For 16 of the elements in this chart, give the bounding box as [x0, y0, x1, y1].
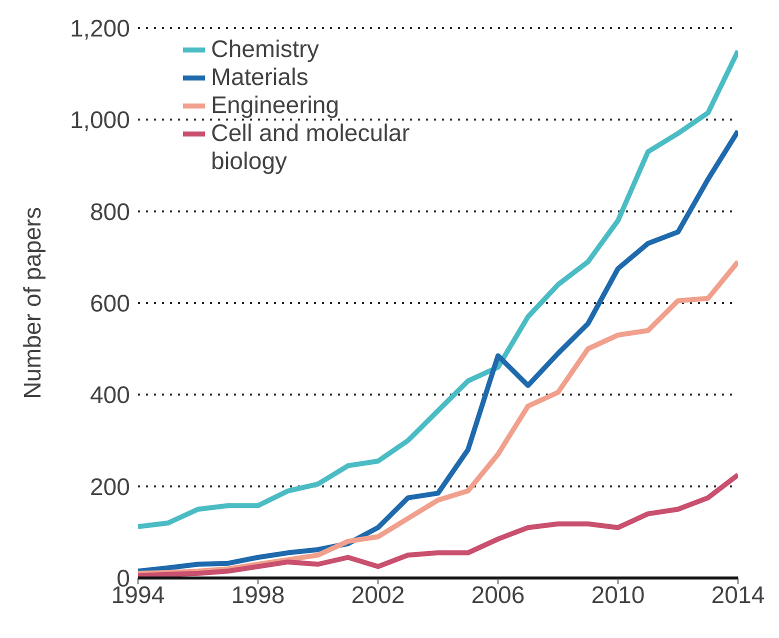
y-tick-label: 800 [90, 198, 130, 226]
y-axis-title: Number of papers [20, 206, 47, 400]
y-tick-label: 400 [90, 382, 130, 410]
x-tick-label: 2002 [351, 582, 405, 610]
x-tick-label: 2006 [471, 582, 525, 610]
y-tick-label: 1,200 [70, 16, 130, 43]
legend-label: Cell and molecular biology [211, 120, 411, 176]
y-tick-label: 600 [90, 290, 130, 318]
legend-label: Materials [211, 64, 308, 92]
y-tick-label: 1,000 [70, 107, 130, 134]
x-tick-label: 1998 [231, 582, 285, 610]
y-tick-label: 200 [90, 474, 130, 501]
x-tick-label: 2010 [591, 582, 645, 610]
legend-label: Chemistry [211, 36, 320, 64]
legend-label: Engineering [211, 92, 340, 120]
x-tick-label: 2014 [711, 582, 765, 610]
